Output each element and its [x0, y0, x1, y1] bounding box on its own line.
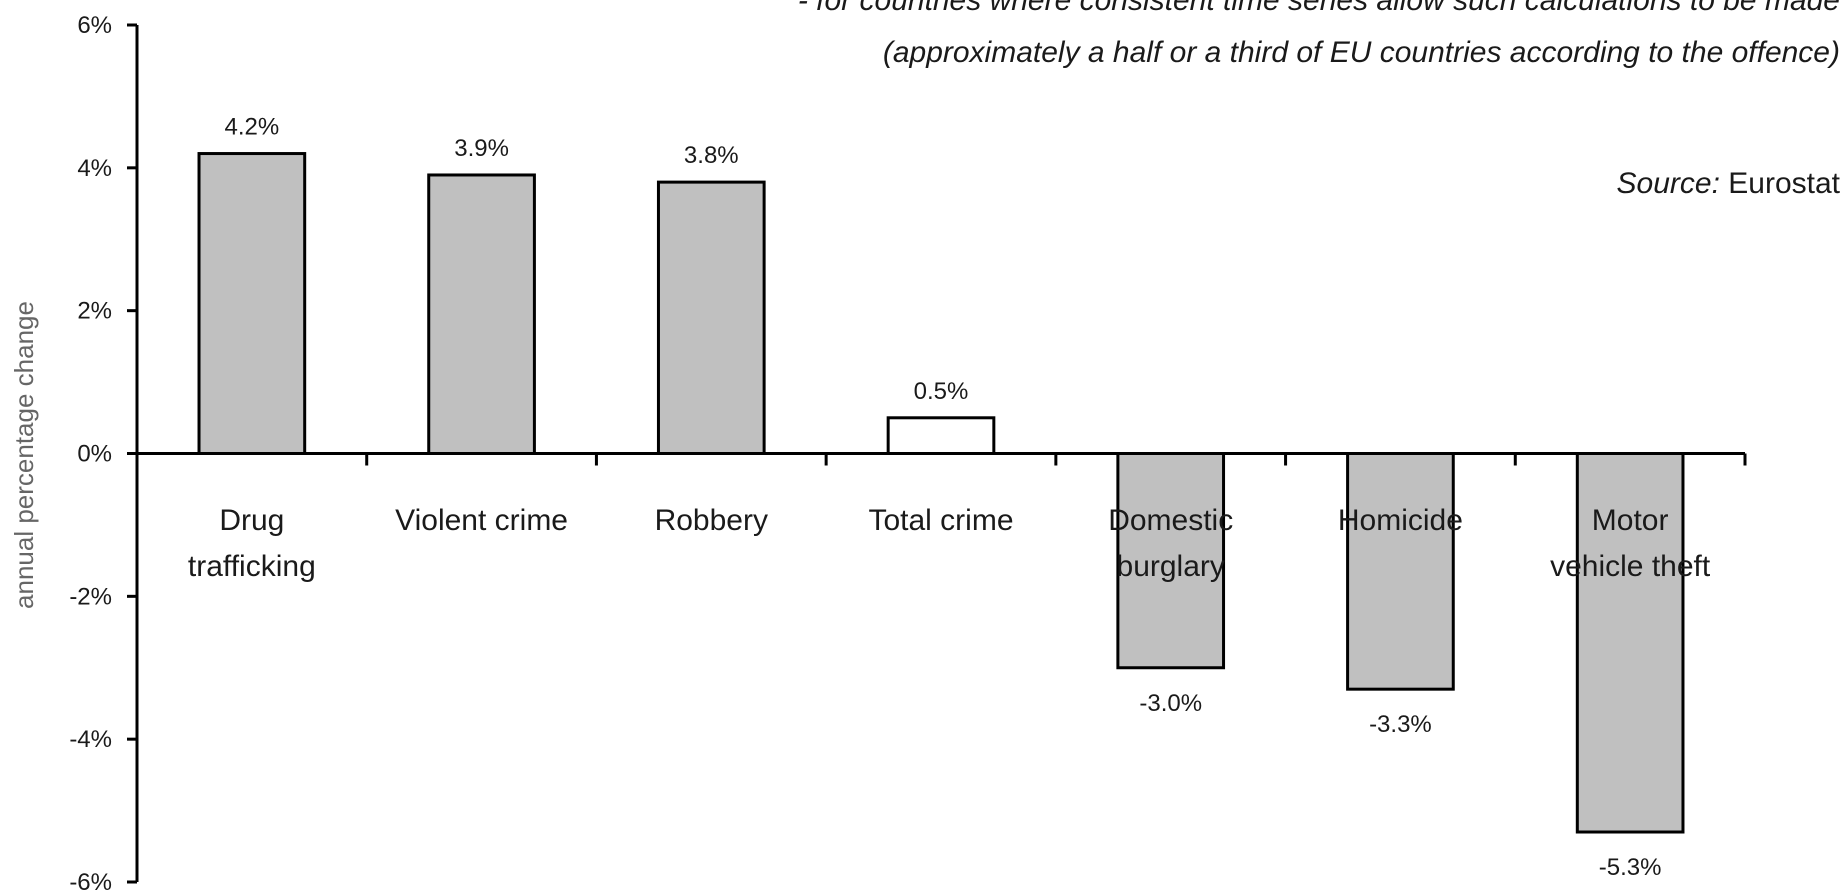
y-tick-label: 4%: [77, 155, 112, 182]
data-label: -3.3%: [1369, 711, 1432, 738]
y-tick-label: 6%: [77, 12, 112, 39]
data-label: 4.2%: [225, 114, 280, 141]
y-tick-label: -6%: [69, 869, 112, 891]
bar: [197, 152, 307, 456]
category-label: Homicide: [1338, 504, 1463, 537]
chart-bars: [197, 152, 1685, 834]
bar: [427, 173, 536, 455]
data-label: 0.5%: [914, 378, 969, 405]
category-label: Violent crime: [395, 504, 568, 537]
category-label: trafficking: [188, 550, 316, 583]
source-note: Source: Eurostat: [1617, 167, 1840, 201]
y-tick-label: -2%: [69, 583, 112, 610]
bar: [1116, 452, 1226, 670]
bar: [656, 180, 766, 455]
bar: [1346, 452, 1455, 691]
category-label: Motor: [1592, 504, 1669, 537]
category-label: vehicle theft: [1550, 550, 1711, 583]
chart-labels: 4.2% 3.9% 3.8% 0.5% -3.0% -3.3% -5.3% Drug traff…: [135, 114, 1747, 881]
category-label: Robbery: [655, 504, 768, 537]
data-label: -3.0%: [1139, 690, 1202, 717]
data-label: 3.8%: [684, 142, 739, 169]
source-value: Eurostat: [1728, 167, 1840, 200]
y-tick-label: 2%: [77, 298, 112, 325]
bar: [886, 416, 996, 455]
y-tick-label: -4%: [69, 726, 112, 753]
category-label: Total crime: [868, 504, 1013, 537]
chart-axes: 6% 4% 2% 0% -2% -4% -6%: [69, 12, 139, 891]
source-label: Source:: [1616, 167, 1720, 200]
y-axis-label: annual percentage change: [9, 301, 39, 609]
y-tick-label: 0%: [77, 441, 112, 468]
category-label: Drug: [219, 504, 284, 537]
bar: [1575, 452, 1685, 834]
chart-note-line-1: - for countries where consistent time se…: [797, 0, 1840, 17]
category-label: burglary: [1117, 550, 1225, 583]
data-label: -5.3%: [1599, 854, 1662, 881]
data-label: 3.9%: [454, 135, 509, 162]
category-label: Domestic: [1108, 504, 1233, 537]
chart-note-line-2: (approximately a half or a third of EU c…: [882, 36, 1840, 69]
